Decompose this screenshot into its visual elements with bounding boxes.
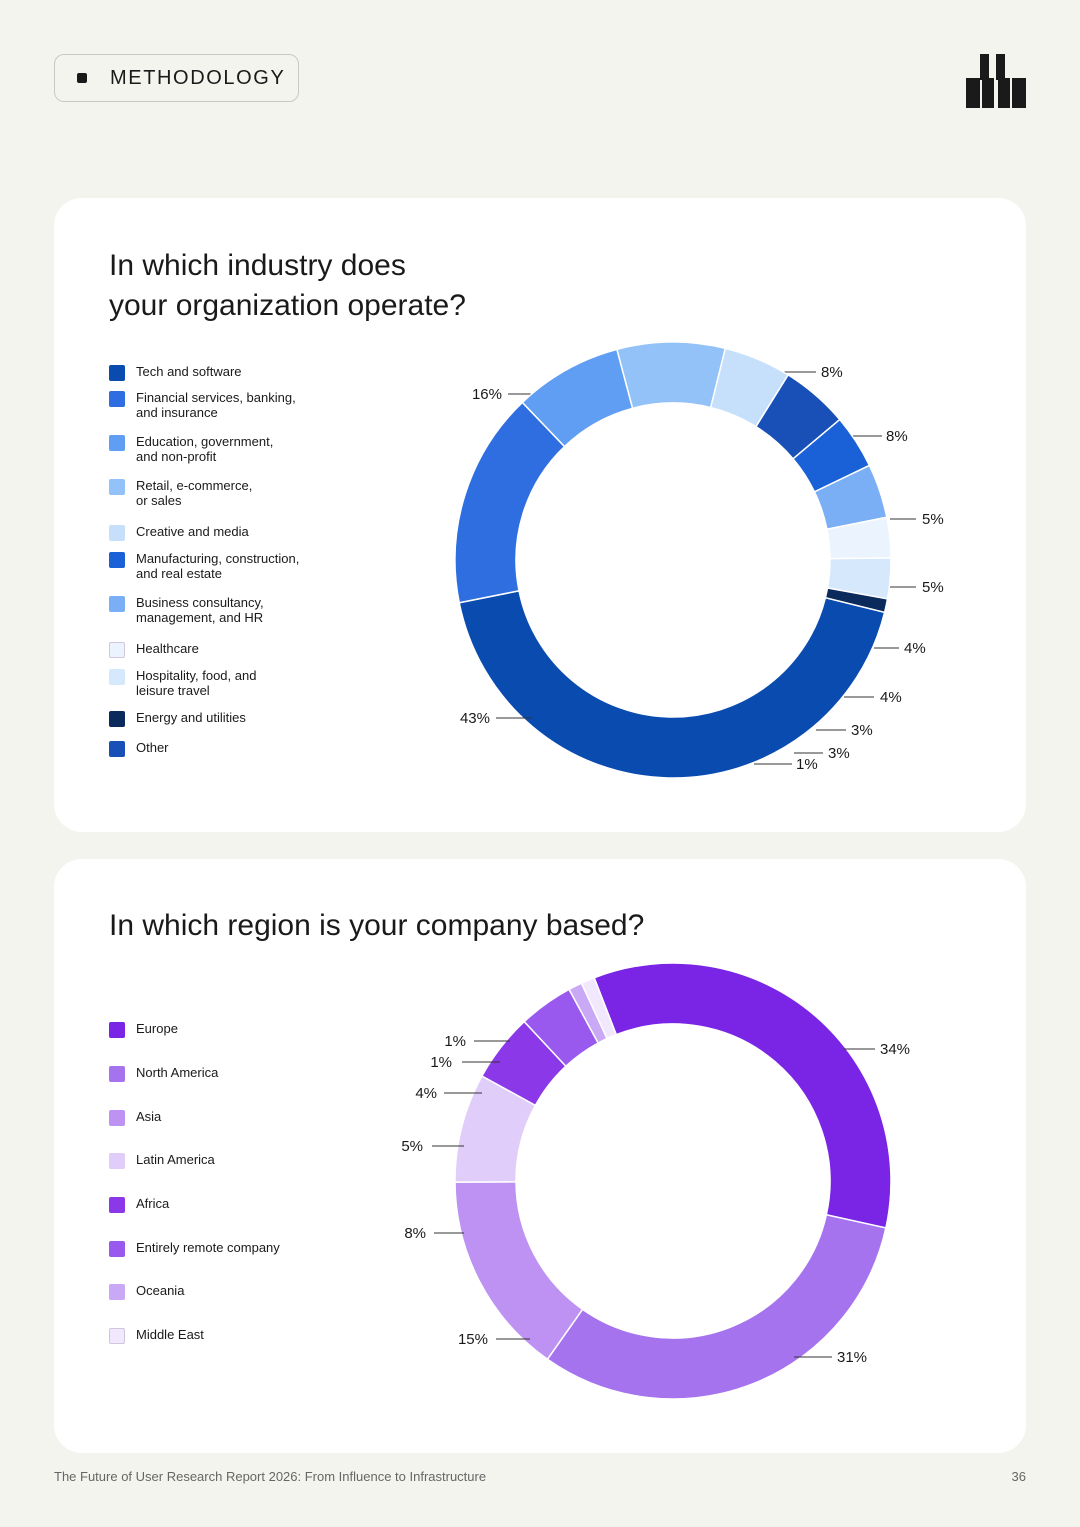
legend-item: Financial services, banking, and insuran… (109, 390, 336, 420)
legend-label: Education, government, and non-profit (136, 434, 274, 464)
data-label: 5% (401, 1138, 423, 1155)
legend-swatch (109, 642, 125, 658)
data-label: 1% (444, 1033, 466, 1050)
legend-swatch (109, 669, 125, 685)
legend-swatch (109, 1110, 125, 1126)
badge-dot-icon (77, 73, 87, 83)
data-label: 8% (821, 364, 843, 381)
industry-card: In which industry does your organization… (54, 198, 1026, 832)
legend-label: Africa (136, 1196, 170, 1211)
industry-donut-chart: 43% 16% 8% 8% 5% 5% 4% 4% 3%3% 1% (454, 341, 944, 779)
legend-swatch (109, 1022, 125, 1038)
donut-slice (454, 401, 566, 604)
legend-item: North America (109, 1065, 336, 1082)
region-chart-title: In which region is your company based? (109, 906, 644, 946)
legend-label: Middle East (136, 1327, 204, 1342)
data-label: 4% (415, 1085, 437, 1102)
legend-item: Retail, e-commerce, or sales (109, 478, 336, 508)
legend-label: Other (136, 740, 169, 755)
industry-chart-title: In which industry does your organization… (109, 246, 466, 326)
legend-item: Latin America (109, 1152, 336, 1169)
data-label: 4% (880, 689, 902, 706)
legend-label: Healthcare (136, 641, 199, 656)
legend-swatch (109, 1328, 125, 1344)
legend-label: Europe (136, 1021, 178, 1036)
title-line: In which industry does (109, 249, 406, 282)
badge-label: METHODOLOGY (110, 66, 286, 89)
legend-swatch (109, 552, 125, 568)
legend-swatch (109, 596, 125, 612)
legend-label: Hospitality, food, and leisure travel (136, 668, 257, 698)
legend-item: Middle East (109, 1327, 336, 1344)
legend-item: Entirely remote company (109, 1240, 336, 1257)
legend-item: Africa (109, 1196, 336, 1213)
data-label: 1% (430, 1054, 452, 1071)
legend-item: Business consultancy, management, and HR (109, 595, 336, 625)
data-label: 3% (851, 722, 873, 739)
data-label: 3% (828, 745, 850, 762)
legend-label: Retail, e-commerce, or sales (136, 478, 253, 508)
region-card: In which region is your company based? E… (54, 859, 1026, 1453)
legend-swatch (109, 1153, 125, 1169)
footer-report-title: The Future of User Research Report 2026:… (54, 1469, 487, 1484)
legend-item: Other (109, 740, 336, 757)
legend-label: Entirely remote company (136, 1240, 280, 1255)
data-label: 34% (880, 1041, 910, 1058)
legend-label: Oceania (136, 1283, 185, 1298)
legend-swatch (109, 391, 125, 407)
legend-swatch (109, 741, 125, 757)
brand-logo-icon (966, 54, 1026, 108)
donut-slice (580, 976, 618, 1040)
legend-label: Energy and utilities (136, 710, 246, 725)
legend-swatch (109, 711, 125, 727)
legend-swatch (109, 525, 125, 541)
legend-item: Creative and media (109, 524, 336, 541)
data-label: 1% (796, 756, 818, 773)
data-label: 8% (886, 428, 908, 445)
donut-slice (593, 962, 892, 1229)
data-label: 4% (904, 640, 926, 657)
title-line: your organization operate? (109, 289, 466, 322)
legend-label: Asia (136, 1109, 162, 1124)
methodology-badge: METHODOLOGY (54, 54, 299, 102)
legend-item: Tech and software (109, 364, 336, 381)
region-donut-chart: 34% 31% 15% 8% 5% 4% 1% 1% (401, 962, 910, 1400)
legend-label: Financial services, banking, and insuran… (136, 390, 296, 420)
donut-slice (546, 1213, 887, 1400)
legend-swatch (109, 365, 125, 381)
legend-item: Healthcare (109, 641, 336, 658)
data-label: 43% (460, 710, 490, 727)
data-label: 8% (404, 1225, 426, 1242)
legend-label: North America (136, 1065, 219, 1080)
data-label: 15% (458, 1331, 488, 1348)
legend-item: Asia (109, 1109, 336, 1126)
data-label: 31% (837, 1349, 867, 1366)
legend-item: Manufacturing, construction, and real es… (109, 551, 336, 581)
title-line: In which region is your company based? (109, 909, 645, 942)
legend-swatch (109, 1066, 125, 1082)
legend-label: Business consultancy, management, and HR (136, 595, 264, 625)
legend-swatch (109, 1197, 125, 1213)
legend-label: Manufacturing, construction, and real es… (136, 551, 300, 581)
legend-item: Europe (109, 1021, 336, 1038)
donut-slice (824, 587, 889, 614)
legend-label: Tech and software (136, 364, 242, 379)
legend-item: Oceania (109, 1283, 336, 1300)
legend-item: Energy and utilities (109, 710, 336, 727)
footer-page-number: 36 (1011, 1469, 1026, 1484)
legend-swatch (109, 479, 125, 495)
donut-slice (615, 341, 727, 410)
legend-item: Hospitality, food, and leisure travel (109, 668, 336, 698)
data-label: 16% (472, 386, 502, 403)
data-label: 5% (922, 511, 944, 528)
legend-swatch (109, 435, 125, 451)
legend-swatch (109, 1241, 125, 1257)
donut-slice (458, 589, 886, 779)
legend-label: Creative and media (136, 524, 249, 539)
data-label: 5% (922, 579, 944, 596)
legend-label: Latin America (136, 1152, 215, 1167)
legend-item: Education, government, and non-profit (109, 434, 336, 464)
legend-swatch (109, 1284, 125, 1300)
